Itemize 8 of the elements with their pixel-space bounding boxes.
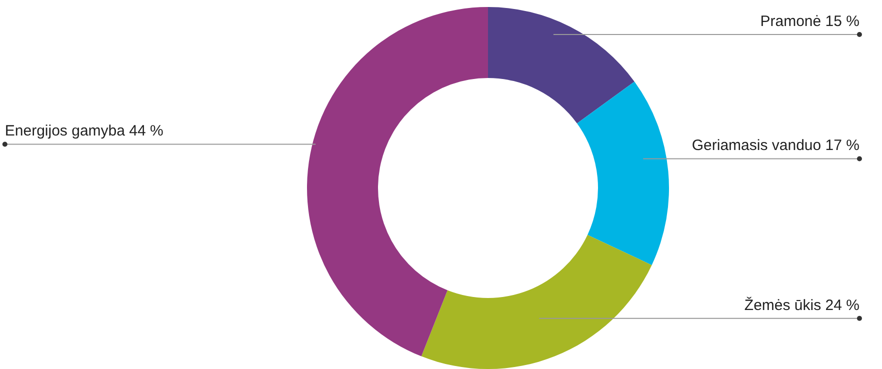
slice-label: Energijos gamyba 44 % xyxy=(4,122,164,140)
donut-slice xyxy=(421,234,652,369)
donut-slice xyxy=(488,7,634,124)
slice-label: Pramonė 15 % xyxy=(760,12,860,30)
donut-slice xyxy=(576,82,669,266)
donut-slice xyxy=(307,7,488,356)
slice-label: Geriamasis vanduo 17 % xyxy=(692,137,860,154)
slice-label: Žemės ūkis 24 % xyxy=(744,296,860,314)
